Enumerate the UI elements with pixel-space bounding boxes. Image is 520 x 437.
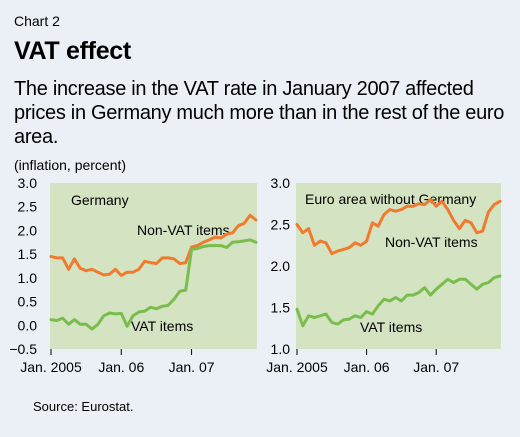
source-note: Source: Eurostat. — [33, 399, 134, 414]
euro-area-x-tick-label: Jan. 2005 — [266, 359, 328, 375]
germany-x-tick-label: Jan. 06 — [98, 359, 144, 375]
euro-area-x-tick-label: Jan. 07 — [413, 359, 459, 375]
euro-area-panel: Euro area without Germany Non-VAT items … — [266, 175, 502, 375]
germany-panel: Germany Non-VAT items VAT items 3.0 2.5 2.… — [9, 175, 258, 375]
germany-non-vat-label: Non-VAT items — [137, 222, 230, 238]
euro-area-y-tick-label: 3.0 — [271, 175, 291, 191]
germany-y-tick-label: 1.0 — [18, 270, 38, 286]
germany-y-tick-label: 1.5 — [18, 246, 38, 262]
euro-area-non-vat-label: Non-VAT items — [385, 234, 478, 250]
euro-area-y-tick-label: 2.5 — [271, 217, 291, 233]
germany-panel-title: Germany — [71, 192, 129, 208]
germany-x-tick-label: Jan. 2005 — [20, 359, 82, 375]
germany-y-tick-label: 0.5 — [18, 294, 38, 310]
euro-area-y-tick-label: 1.0 — [271, 341, 291, 357]
chart-subtitle: The increase in the VAT rate in January … — [14, 78, 505, 148]
germany-y-tick-label: 0.0 — [18, 317, 38, 333]
euro-area-panel-title: Euro area without Germany — [305, 191, 476, 207]
germany-x-tick-label: Jan. 07 — [169, 359, 215, 375]
germany-y-tick-label: 2.5 — [18, 199, 38, 215]
euro-area-y-tick-label: 2.0 — [271, 258, 291, 274]
germany-y-tick-label: 2.0 — [18, 222, 38, 238]
euro-area-vat-series-line — [295, 274, 502, 328]
germany-vat-label: VAT items — [131, 318, 193, 334]
chart-title: VAT effect — [14, 37, 131, 65]
germany-y-tick-label: 3.0 — [18, 175, 38, 191]
euro-area-x-tick-label: Jan. 06 — [344, 359, 390, 375]
germany-non-vat-series-line — [49, 213, 258, 277]
germany-vat-series-line — [49, 238, 258, 331]
germany-y-tick-label: −0.5 — [9, 341, 37, 357]
germany-plot-area — [50, 183, 257, 349]
euro-area-y-tick-label: 1.5 — [271, 300, 291, 316]
chart-number: Chart 2 — [14, 13, 60, 29]
euro-area-non-vat-series-line — [295, 198, 502, 256]
unit-label: (inflation, percent) — [14, 157, 127, 173]
euro-area-vat-label: VAT items — [360, 319, 422, 335]
